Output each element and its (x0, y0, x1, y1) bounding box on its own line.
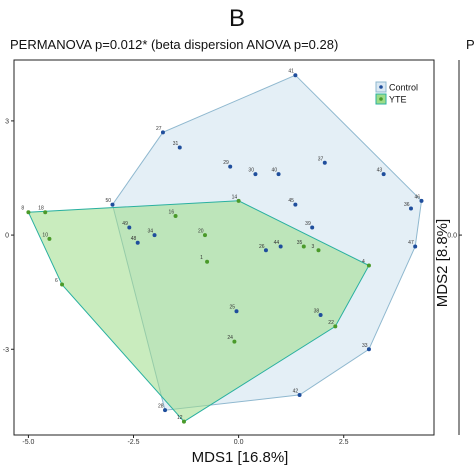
point-label: 35 (297, 240, 303, 246)
point-label: 22 (328, 320, 334, 326)
y-tick-label: 3 (5, 118, 9, 125)
point-label: 33 (362, 343, 368, 349)
data-point-yte (202, 233, 207, 238)
point-label: 25 (230, 305, 236, 311)
point-label: 31 (173, 141, 179, 147)
data-point-control (278, 244, 283, 249)
data-point-control (322, 160, 327, 165)
point-label: 39 (305, 221, 311, 227)
point-label: 18 (38, 206, 44, 212)
point-label: 43 (377, 168, 383, 174)
point-label: 48 (131, 236, 137, 242)
point-label: 38 (314, 309, 320, 315)
data-point-control (293, 73, 298, 78)
point-label: 26 (259, 244, 265, 250)
point-label: 8 (21, 206, 24, 212)
point-label: 28 (158, 404, 164, 410)
data-point-yte (232, 339, 237, 344)
data-point-control (127, 225, 132, 230)
data-point-control (310, 225, 315, 230)
point-label: 4 (362, 259, 365, 265)
plot-frame (13, 59, 435, 436)
data-point-control (263, 248, 268, 253)
data-point-control (276, 172, 281, 177)
point-label: 10 (42, 232, 48, 238)
data-point-yte (26, 210, 31, 215)
point-label: 6 (55, 278, 58, 284)
point-label: 36 (404, 202, 410, 208)
data-point-control (163, 408, 168, 413)
data-point-control (366, 347, 371, 352)
legend-label-control: Control (389, 83, 418, 93)
data-point-yte (181, 419, 186, 424)
point-label: 16 (169, 210, 175, 216)
point-label: 45 (288, 198, 294, 204)
data-point-yte (173, 214, 178, 219)
point-label: 24 (227, 335, 233, 341)
data-point-yte (333, 324, 338, 329)
point-label: 34 (148, 229, 154, 235)
data-point-yte (236, 198, 241, 203)
data-point-control (160, 130, 165, 135)
legend: Control YTE (375, 81, 418, 105)
legend-marker-control (379, 85, 383, 89)
data-point-yte (366, 263, 371, 268)
x-tick-label: -2.5 (127, 439, 139, 446)
y-axis-title: MDS2 [8.8%] (434, 219, 451, 307)
x-tick-label: 2.5 (339, 439, 349, 446)
data-point-control (152, 233, 157, 238)
x-axis-title: MDS1 [16.8%] (192, 449, 289, 466)
point-label: 30 (248, 168, 254, 174)
y-tick-label: 0 (5, 233, 9, 240)
data-point-control (297, 392, 302, 397)
data-point-control (253, 172, 258, 177)
chart-title: PERMANOVA p=0.012* (beta dispersion ANOV… (10, 37, 338, 52)
point-label: 14 (232, 194, 238, 200)
point-label: 1 (200, 255, 203, 261)
legend-label-yte: YTE (389, 95, 407, 105)
data-point-yte (205, 259, 210, 264)
data-point-control (408, 206, 413, 211)
data-point-control (318, 313, 323, 318)
point-label: 41 (288, 69, 294, 75)
x-tick-label: -5.0 (22, 439, 34, 446)
data-point-yte (301, 244, 306, 249)
data-point-yte (60, 282, 65, 287)
data-point-control (110, 202, 115, 207)
x-tick-label: 0.0 (234, 439, 244, 446)
panel-letter: B (229, 5, 245, 32)
data-point-control (135, 240, 140, 245)
right-panel-letter: P (466, 37, 474, 52)
point-label: 42 (293, 388, 299, 394)
point-label: 44 (274, 240, 280, 246)
axis-ticks: -5.0 -2.5 0.0 2.530-30.0 (3, 118, 462, 446)
point-label: 27 (156, 126, 162, 132)
data-point-yte (43, 210, 48, 215)
data-point-control (228, 164, 233, 169)
point-label: 40 (272, 168, 278, 174)
data-point-control (177, 145, 182, 150)
point-label: 49 (122, 221, 128, 227)
point-label: 12 (177, 415, 183, 421)
data-point-control (381, 172, 386, 177)
group-hulls (27, 74, 423, 423)
point-label: 47 (408, 240, 414, 246)
point-label: 29 (223, 160, 229, 166)
data-point-yte (316, 248, 321, 253)
right-y-tick-label: 0.0 (447, 233, 457, 240)
point-label: 37 (318, 156, 324, 162)
point-label: 3 (311, 244, 314, 250)
point-label: 20 (198, 229, 204, 235)
data-point-control (234, 309, 239, 314)
data-point-yte (47, 236, 52, 241)
legend-marker-yte (379, 97, 383, 101)
data-point-control (413, 244, 418, 249)
y-tick-label: -3 (3, 347, 9, 354)
data-point-control (419, 198, 424, 203)
point-label: 46 (414, 194, 420, 200)
point-label: 50 (105, 198, 111, 204)
data-point-control (293, 202, 298, 207)
